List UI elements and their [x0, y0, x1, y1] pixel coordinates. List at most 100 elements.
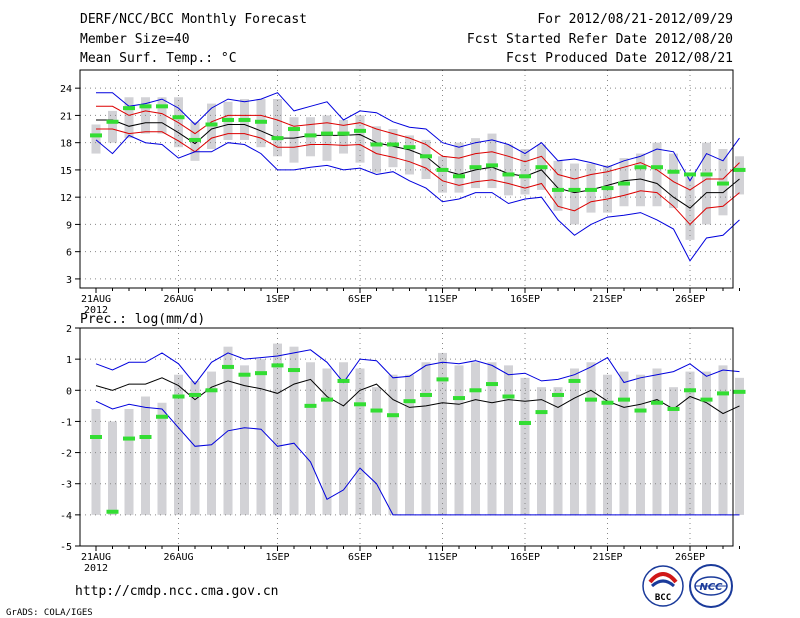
y-tick-label: 15	[60, 166, 72, 177]
observed-marker	[651, 400, 663, 405]
ensemble-box	[603, 374, 612, 515]
observed-marker	[453, 396, 465, 401]
observed-marker	[486, 163, 498, 168]
precip-panel-title: Prec.: log(mm/d)	[80, 312, 205, 327]
x-tick-label: 26AUG	[163, 294, 193, 305]
observed-marker	[172, 394, 185, 399]
ncc-logo-text: NCC	[699, 582, 723, 593]
observed-marker	[205, 388, 218, 393]
ensemble-box	[108, 421, 117, 515]
forecast-period: For 2012/08/21-2012/09/29	[537, 12, 733, 27]
observed-marker	[684, 388, 696, 393]
observed-marker	[519, 420, 531, 425]
ensemble-box	[454, 365, 464, 515]
observed-marker	[453, 174, 465, 179]
ensemble-box	[388, 374, 398, 515]
observed-marker	[337, 131, 350, 136]
ensemble-box	[553, 387, 563, 515]
ensemble-box	[702, 142, 711, 225]
y-tick-label: 2	[66, 324, 72, 335]
observed-marker	[189, 392, 201, 397]
observed-marker	[106, 509, 119, 514]
observed-marker	[420, 154, 432, 159]
ensemble-box	[570, 163, 579, 225]
observed-marker	[436, 167, 449, 172]
x-tick-label: 16SEP	[510, 552, 540, 563]
observed-marker	[436, 377, 449, 382]
ensemble-box	[157, 402, 167, 515]
observed-marker	[733, 389, 746, 394]
ensemble-box	[504, 144, 513, 196]
ensemble-box	[487, 362, 497, 515]
observed-marker	[156, 104, 168, 109]
ensemble-box	[735, 377, 744, 515]
y-tick-label: 3	[66, 275, 72, 286]
ensemble-box	[471, 138, 480, 189]
observed-marker	[585, 187, 597, 192]
observed-marker	[370, 142, 383, 147]
observed-marker	[271, 363, 284, 368]
observed-marker	[552, 187, 564, 192]
y-tick-label: -3	[60, 480, 72, 491]
observed-marker	[288, 368, 300, 373]
observed-marker	[370, 408, 383, 413]
observed-marker	[585, 397, 597, 402]
observed-marker	[502, 394, 515, 399]
ensemble-box	[108, 110, 117, 143]
member-size-label: Member Size=40	[80, 32, 190, 47]
ensemble-box	[586, 362, 596, 515]
x-tick-label: 6SEP	[348, 552, 372, 563]
observed-marker	[354, 128, 366, 133]
ensemble-box	[124, 408, 134, 515]
x-tick-label: 21AUG	[81, 294, 111, 305]
x-tick-year: 2012	[84, 563, 108, 574]
max-line	[95, 349, 740, 385]
observed-marker	[634, 408, 647, 413]
ensemble-box	[157, 97, 167, 134]
observed-marker	[172, 115, 185, 120]
ensemble-box	[537, 387, 546, 515]
observed-marker	[288, 127, 300, 132]
observed-marker	[684, 172, 696, 177]
observed-marker	[205, 122, 218, 127]
ensemble-box	[190, 380, 200, 515]
ensemble-box	[669, 153, 678, 209]
ensemble-box	[174, 374, 183, 515]
observed-marker	[123, 106, 135, 111]
footer-url[interactable]: http://cmdp.ncc.cma.gov.cn	[75, 584, 279, 599]
observed-marker	[717, 391, 729, 396]
ensemble-box	[636, 374, 645, 515]
y-tick-label: 0	[66, 386, 72, 397]
ensemble-box	[306, 362, 315, 515]
grads-credit: GrADS: COLA/IGES	[6, 608, 93, 618]
ensemble-box	[124, 97, 134, 139]
ensemble-box	[438, 156, 447, 193]
ensemble-box	[570, 368, 579, 515]
y-tick-label: -4	[60, 511, 72, 522]
ensemble-box	[372, 126, 381, 173]
observed-marker	[238, 372, 251, 377]
observed-marker	[222, 117, 234, 122]
ensemble-box	[636, 153, 645, 207]
observed-marker	[304, 403, 317, 408]
observed-marker	[601, 186, 614, 191]
ensemble-box	[520, 377, 530, 515]
observed-marker	[618, 397, 630, 402]
y-tick-label: -2	[60, 449, 72, 460]
x-tick-label: 26SEP	[675, 552, 705, 563]
bcc-logo: BCC	[642, 565, 684, 607]
y-tick-label: 12	[60, 193, 72, 204]
x-tick-label: 21AUG	[81, 552, 111, 563]
observed-marker	[403, 399, 416, 404]
x-tick-label: 1SEP	[265, 552, 289, 563]
observed-marker	[271, 136, 284, 141]
x-tick-label: 11SEP	[427, 552, 457, 563]
ensemble-box	[273, 99, 282, 157]
y-tick-label: 21	[60, 111, 72, 122]
observed-marker	[106, 119, 119, 124]
observed-marker	[255, 371, 267, 376]
ensemble-box	[355, 368, 365, 515]
ensemble-box	[421, 362, 431, 515]
observed-marker	[568, 378, 581, 383]
